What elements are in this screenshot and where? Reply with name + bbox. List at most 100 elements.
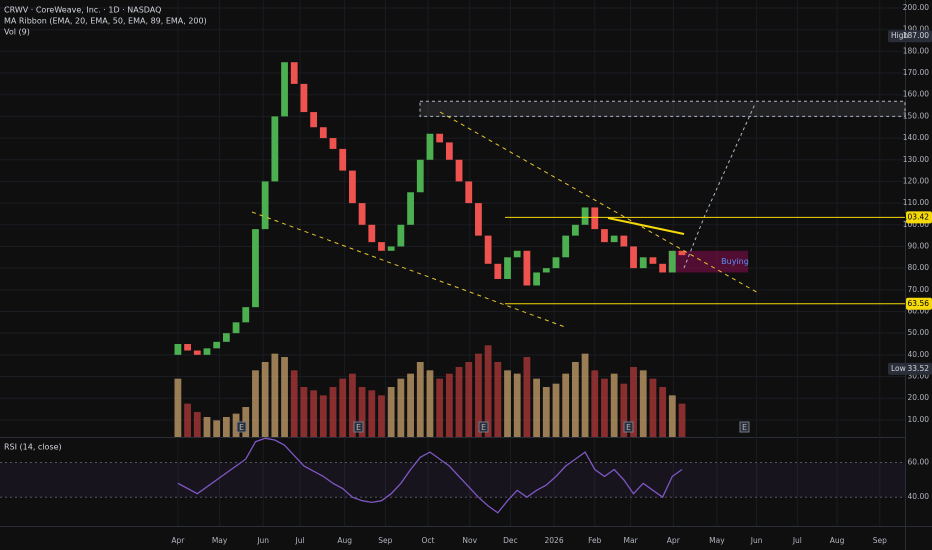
x-tick-label: Jun [256,536,269,545]
x-tick-label: Jun [750,536,763,545]
indicator-label: MA Ribbon (EMA, 20, EMA, 50, EMA, 89, EM… [4,17,207,26]
volume-bar [649,378,657,437]
volume-bar [174,378,182,437]
x-tick-label: Sep [873,536,887,545]
indicator-label: Vol (9) [4,28,30,37]
candle-body [513,250,521,258]
rsi-band [0,462,905,498]
candle-body [484,235,492,264]
y-tick-label: 30.00 [908,372,930,381]
y-tick-label: 200.00 [903,3,929,12]
level-label: 63.56 [908,299,930,308]
x-tick-label: Jul [295,536,305,545]
candle-body [436,133,444,143]
candle-body [591,207,599,230]
volume-bar [630,367,637,437]
volume-bar [455,367,463,437]
high-name: High [891,31,908,40]
x-tick-label: Apr [171,536,185,545]
volume-bar [416,362,424,437]
candle-body [455,159,463,182]
candle-body [261,181,269,230]
low-name: Low [891,364,906,373]
volume-bar [484,345,492,437]
x-tick-label: Jul [792,536,802,545]
volume-bar [523,357,531,437]
y-tick-label: 40.00 [908,492,930,501]
candle-body [184,344,191,351]
earnings-icon [236,421,247,433]
candle-body [329,138,337,149]
candle-body [475,203,482,236]
volume-bar [639,370,647,437]
volume-bar [368,390,376,437]
candle-body [387,246,395,251]
earnings-icon [739,421,750,433]
earnings-markers: E E E E E [236,421,750,433]
x-tick-label: May [709,536,725,545]
y-tick-label: 150.00 [903,111,929,120]
earnings-icon [353,421,364,433]
candle-body [620,235,628,247]
volume-bar [232,413,240,437]
y-tick-label: 80.00 [908,263,930,272]
y-tick-label: 90.00 [908,241,930,250]
volume-bar [678,403,686,437]
earnings-icon [478,421,489,433]
volume-bar [310,390,318,437]
candle-body [368,224,376,243]
candle-body [639,257,647,269]
y-tick-label: 60.00 [908,306,930,315]
trend-line [439,111,761,295]
volume-bar [562,373,570,437]
x-tick-label: Apr [667,536,681,545]
volume-bar [552,383,560,437]
candle-body [533,272,540,286]
earnings-marker: E [742,423,747,432]
candle-body [290,62,298,84]
buying-label: Buying [721,257,749,266]
candle-body [649,257,657,264]
projection-line [683,103,756,269]
y-tick-label: 110.00 [903,198,929,207]
x-tick-label: Nov [462,536,477,545]
chart-title: CRWV · CoreWeave, Inc. · 1D · NASDAQ [4,6,161,15]
candle-body [571,224,579,236]
earnings-marker: E [481,423,486,432]
candle-body [426,133,434,160]
volume-bar [222,417,230,437]
volume-bar [581,353,589,437]
volume-bar [571,362,579,437]
volume-bar [319,395,327,437]
y-tick-label: 70.00 [908,285,930,294]
volume-bar [252,370,259,437]
candle-body [581,207,589,225]
candle-body [397,224,405,247]
volume-bar [397,378,405,437]
volume-bar [591,370,599,437]
candle-body [213,341,221,349]
candle-body [203,348,211,355]
candle-body [271,116,279,182]
candle-body [542,268,550,273]
candle-body [668,250,676,273]
candle-body [232,322,240,334]
volume-bar [339,378,347,437]
candle-body [242,307,250,323]
x-tick-label: May [212,536,228,545]
volume-bar [407,373,414,437]
x-tick-label: Aug [337,536,352,545]
x-tick-label: Dec [503,536,518,545]
candle-body [358,203,366,225]
indicator-label: RSI (14, close) [4,443,62,452]
volume-bar [378,395,385,437]
earnings-marker: E [626,423,631,432]
x-tick-label: Oct [422,536,435,545]
volume-bar [261,362,269,437]
candle-body [552,257,560,269]
y-tick-label: 100.00 [903,220,929,229]
candle-body [445,142,453,160]
trend-line [607,217,685,235]
candle-body [310,112,318,128]
